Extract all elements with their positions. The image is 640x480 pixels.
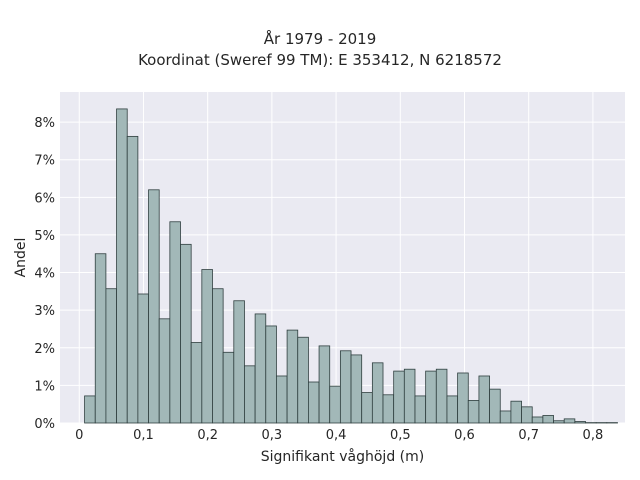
histogram-bar bbox=[403, 368, 416, 424]
y-tick-label: 0% bbox=[34, 417, 55, 432]
y-tick-label: 5% bbox=[34, 229, 55, 244]
y-tick-label: 4% bbox=[34, 267, 55, 282]
y-tick-label: 6% bbox=[34, 191, 55, 206]
histogram-bar bbox=[542, 415, 554, 424]
x-tick-labels: 0 0,1 0,2 0,3 0,4 0,5 0,6 0,7 0,8 bbox=[75, 428, 603, 443]
x-axis-label: Signifikant våghöjd (m) bbox=[261, 448, 424, 465]
histogram-bar bbox=[563, 418, 576, 424]
x-tick-label: 0,1 bbox=[133, 428, 154, 443]
x-tick-label: 0,5 bbox=[390, 428, 411, 443]
histogram-bar bbox=[84, 395, 96, 424]
histogram-bar bbox=[148, 189, 160, 424]
histogram-bar bbox=[521, 406, 533, 424]
y-tick-label: 3% bbox=[34, 304, 55, 319]
histogram-bar bbox=[531, 416, 544, 424]
histogram-bar bbox=[339, 350, 352, 424]
histogram-bar bbox=[414, 395, 427, 424]
y-tick-label: 8% bbox=[34, 116, 55, 131]
histogram-bar bbox=[286, 329, 299, 424]
histogram-bar bbox=[467, 400, 480, 424]
histogram-bar bbox=[425, 370, 437, 424]
x-tick-label: 0,3 bbox=[262, 428, 283, 443]
histogram-bar bbox=[212, 288, 224, 424]
histogram-bar bbox=[222, 351, 235, 424]
histogram-bar bbox=[137, 293, 149, 424]
histogram-bar bbox=[446, 395, 459, 424]
histogram-bar bbox=[499, 410, 512, 424]
x-tick-label: 0,7 bbox=[518, 428, 539, 443]
histogram-bar bbox=[308, 381, 320, 424]
x-tick-label: 0,8 bbox=[583, 428, 604, 443]
histogram-bar bbox=[233, 300, 245, 424]
histogram-bar bbox=[105, 288, 117, 424]
y-axis-label: Andel bbox=[13, 238, 29, 278]
chart-title-line-1: År 1979 - 2019 bbox=[263, 30, 377, 48]
histogram-bar bbox=[382, 394, 395, 424]
histogram-bar bbox=[116, 108, 128, 424]
histogram-bar bbox=[276, 375, 288, 424]
x-tick-label: 0,4 bbox=[326, 428, 347, 443]
histogram-bar bbox=[158, 318, 171, 424]
y-tick-label: 7% bbox=[34, 154, 55, 169]
histogram-bar bbox=[254, 313, 267, 424]
histogram-bar bbox=[350, 354, 363, 424]
histogram-bar bbox=[169, 221, 181, 424]
x-tick-label: 0,6 bbox=[454, 428, 475, 443]
y-tick-label: 2% bbox=[34, 342, 55, 357]
histogram-bar bbox=[244, 365, 256, 424]
histogram-bar bbox=[361, 392, 373, 424]
histogram-bar bbox=[435, 368, 448, 424]
histogram-bar bbox=[94, 253, 107, 424]
histogram-bar bbox=[190, 342, 203, 424]
histogram-bar bbox=[393, 370, 405, 424]
histogram-bar bbox=[574, 421, 586, 424]
histogram-bar bbox=[553, 420, 565, 424]
y-tick-labels: 0% 1% 2% 3% 4% 5% 6% 7% 8% bbox=[34, 116, 55, 432]
histogram-bar bbox=[510, 400, 522, 424]
histogram-bar bbox=[318, 345, 331, 424]
histogram-bar bbox=[126, 135, 139, 424]
histogram-bar bbox=[489, 388, 501, 424]
chart-title-line-2: Koordinat (Sweref 99 TM): E 353412, N 62… bbox=[138, 51, 502, 69]
histogram-bar bbox=[297, 336, 309, 424]
x-tick-label: 0 bbox=[75, 428, 83, 443]
histogram-bar bbox=[329, 385, 341, 424]
histogram-bar bbox=[180, 243, 192, 424]
bars bbox=[84, 108, 618, 424]
histogram-bar bbox=[371, 362, 384, 424]
histogram-bar bbox=[457, 372, 469, 424]
histogram-bar bbox=[201, 269, 213, 424]
histogram-bar bbox=[265, 325, 277, 424]
x-tick-label: 0,2 bbox=[197, 428, 218, 443]
y-tick-label: 1% bbox=[34, 379, 55, 394]
histogram-bar bbox=[478, 375, 490, 424]
